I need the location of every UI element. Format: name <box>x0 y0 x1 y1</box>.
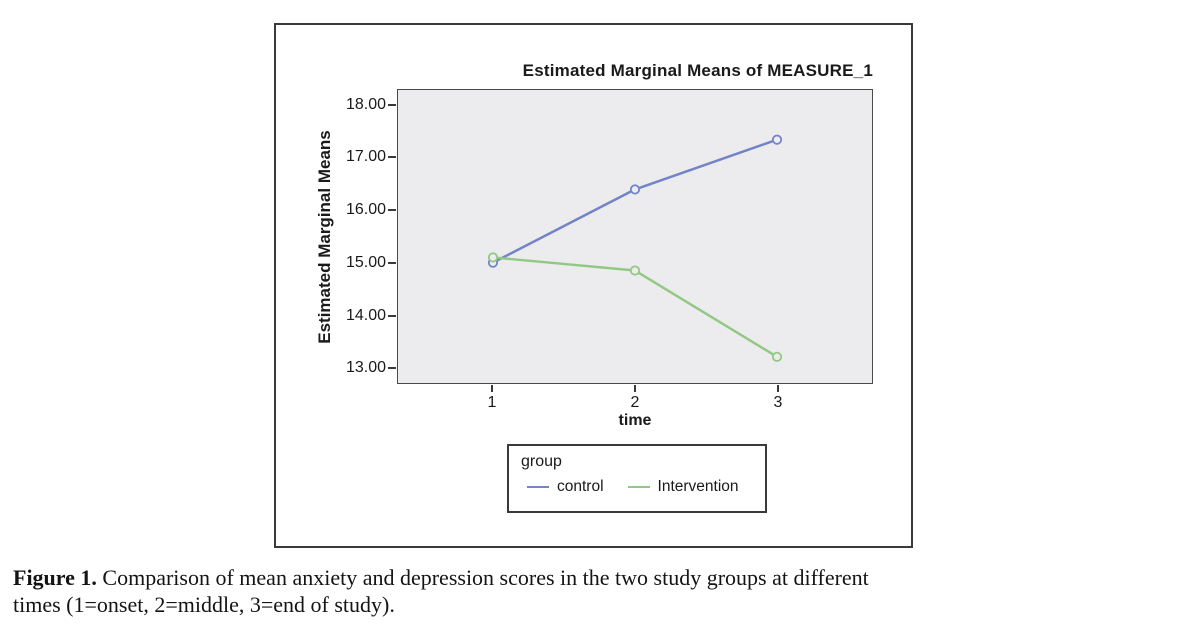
data-point-marker <box>629 184 641 195</box>
x-axis-label: time <box>618 412 652 429</box>
figure-caption-line2: times (1=onset, 2=middle, 3=end of study… <box>13 592 395 617</box>
data-point-marker <box>487 252 499 263</box>
y-tick-label: 17.00 <box>345 148 386 166</box>
y-tick-label: 15.00 <box>345 253 386 271</box>
y-tick-mark <box>388 103 396 106</box>
x-tick-mark <box>634 385 636 392</box>
chart-title: Estimated Marginal Means of MEASURE_1 <box>522 61 873 80</box>
legend-entries: control Intervention <box>527 478 753 496</box>
legend-item-intervention: Intervention <box>627 478 739 496</box>
legend-title: group <box>521 453 562 470</box>
x-tick-mark <box>491 385 493 392</box>
legend-item-control: control <box>527 478 604 496</box>
figure-caption-label: Figure 1. <box>13 565 97 590</box>
x-tick-label: 3 <box>773 394 783 411</box>
legend-swatch <box>627 485 650 489</box>
y-tick-label: 18.00 <box>345 95 386 113</box>
y-tick-label: 13.00 <box>345 359 386 377</box>
y-tick-mark <box>388 209 396 212</box>
figure-caption-line1: Comparison of mean anxiety and depressio… <box>102 565 869 590</box>
data-point-marker <box>771 134 783 145</box>
plot-area <box>397 89 873 384</box>
x-tick-label: 1 <box>487 394 497 411</box>
series-plot <box>487 134 783 362</box>
y-tick-label: 16.00 <box>345 201 386 219</box>
data-point-marker <box>629 265 641 276</box>
legend-label: control <box>557 478 604 495</box>
series-line-control <box>492 138 778 264</box>
y-tick-label: 14.00 <box>345 306 386 324</box>
legend-box: group control Intervention <box>507 444 767 513</box>
figure-box: Estimated Marginal Means of MEASURE_1 Es… <box>274 23 913 548</box>
y-tick-mark <box>388 156 396 159</box>
legend-label: Intervention <box>657 478 739 495</box>
data-point-marker <box>771 351 783 362</box>
y-tick-mark <box>388 367 396 370</box>
figure-caption: Figure 1. Comparison of mean anxiety and… <box>13 564 1193 618</box>
x-tick-label: 2 <box>630 394 640 411</box>
y-tick-mark <box>388 261 396 264</box>
legend-swatch <box>527 485 549 489</box>
x-tick-mark <box>777 385 779 392</box>
y-tick-mark <box>388 314 396 317</box>
